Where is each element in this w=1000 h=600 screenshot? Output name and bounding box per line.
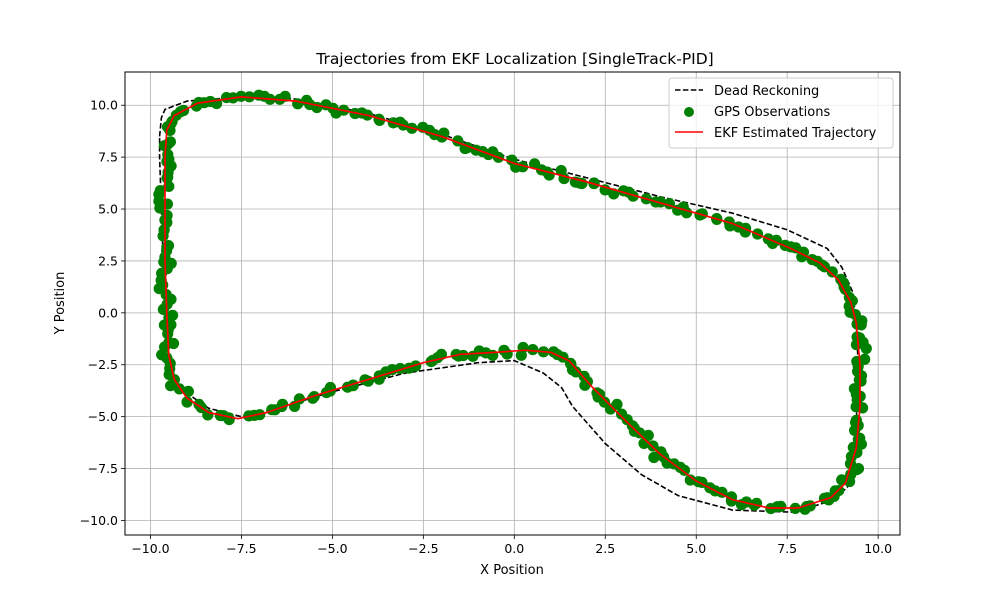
gps-point xyxy=(467,350,479,362)
gps-point xyxy=(163,180,175,192)
gps-point xyxy=(655,446,667,458)
gps-point xyxy=(836,474,848,486)
gps-point xyxy=(647,440,659,452)
gps-point xyxy=(167,309,179,321)
gps-point xyxy=(855,319,867,331)
y-tick-label: 0.0 xyxy=(98,305,118,320)
grid xyxy=(125,72,900,535)
y-axis-ticks: −10.0 −7.5 −5.0 −2.5 0.0 2.5 5.0 7.5 10.0 xyxy=(80,98,125,528)
gps-point xyxy=(154,185,166,197)
y-tick-label: −10.0 xyxy=(80,513,118,528)
y-tick-label: 10.0 xyxy=(90,98,118,113)
gps-point xyxy=(182,385,194,397)
gps-point xyxy=(796,251,808,263)
gps-point xyxy=(684,474,696,486)
gps-point xyxy=(164,136,176,148)
x-tick-label: −2.5 xyxy=(408,541,438,556)
gps-point xyxy=(654,196,667,208)
legend-box xyxy=(668,77,894,149)
x-tick-label: −7.5 xyxy=(226,541,256,556)
gps-point xyxy=(860,342,872,355)
legend: Dead Reckoning GPS Observations EKF Esti… xyxy=(668,77,894,149)
legend-ekf-label: EKF Estimated Trajectory xyxy=(714,126,877,141)
y-tick-label: 5.0 xyxy=(98,202,118,217)
y-tick-label: −5.0 xyxy=(88,409,118,424)
x-tick-label: 7.5 xyxy=(777,541,797,556)
x-tick-label: 0.0 xyxy=(504,541,524,556)
y-tick-label: −2.5 xyxy=(88,357,118,372)
x-tick-label: −10.0 xyxy=(131,541,169,556)
y-tick-label: −7.5 xyxy=(88,461,118,476)
gps-point xyxy=(611,398,623,410)
gps-point xyxy=(642,429,654,441)
gps-point xyxy=(515,349,527,361)
gps-point xyxy=(826,266,838,278)
legend-gps-swatch xyxy=(684,107,694,117)
ekf-trajectory-line xyxy=(164,96,861,509)
gps-point xyxy=(850,339,863,351)
x-tick-label: 10.0 xyxy=(864,541,892,556)
x-axis-title: X Position xyxy=(480,563,544,578)
gps-point xyxy=(627,190,639,202)
legend-dead-reckoning-label: Dead Reckoning xyxy=(714,84,819,99)
gps-point xyxy=(498,344,510,356)
axes-frame xyxy=(124,71,901,536)
chart-title: Trajectories from EKF Localization [Sing… xyxy=(315,50,713,68)
gps-point xyxy=(279,90,291,102)
gps-point xyxy=(616,408,628,420)
gps-point xyxy=(855,375,867,387)
y-tick-label: 2.5 xyxy=(98,253,118,268)
x-tick-label: 5.0 xyxy=(686,541,706,556)
gps-point xyxy=(527,344,539,356)
legend-gps-label: GPS Observations xyxy=(714,105,830,120)
y-tick-label: 7.5 xyxy=(98,150,118,165)
x-tick-label: −5.0 xyxy=(317,541,347,556)
plot-area xyxy=(153,89,872,515)
y-axis-title: Y Position xyxy=(53,272,68,336)
x-tick-label: 2.5 xyxy=(595,541,615,556)
x-axis-ticks: −10.0 −7.5 −5.0 −2.5 0.0 2.5 5.0 7.5 10.0 xyxy=(131,535,892,556)
ekf-trajectory-layer xyxy=(164,96,861,509)
gps-point xyxy=(751,497,763,509)
gps-point xyxy=(167,337,180,350)
